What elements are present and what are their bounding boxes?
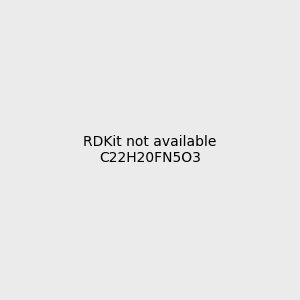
Text: RDKit not available
C22H20FN5O3: RDKit not available C22H20FN5O3	[83, 135, 217, 165]
